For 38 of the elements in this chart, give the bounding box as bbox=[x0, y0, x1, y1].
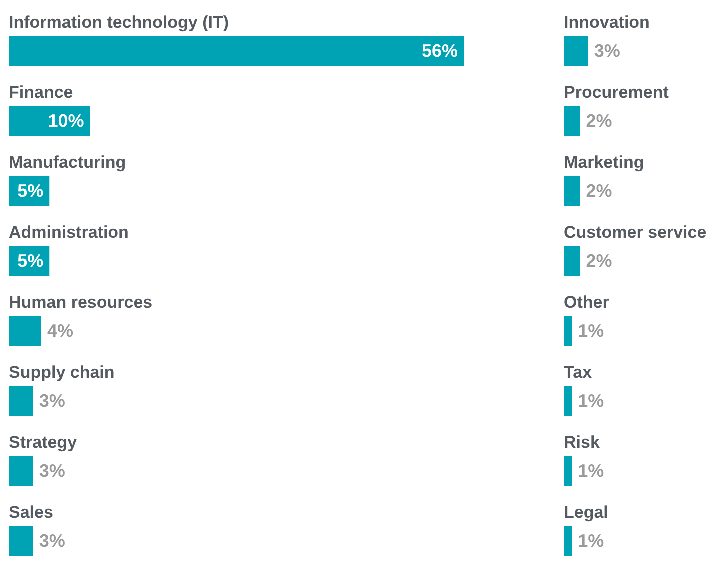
data-label: 2% bbox=[586, 111, 612, 131]
y-tick-label: Finance bbox=[9, 83, 74, 102]
data-label: 4% bbox=[48, 321, 74, 341]
bar bbox=[9, 36, 464, 66]
data-label: 1% bbox=[578, 391, 604, 411]
y-tick-label: Customer service bbox=[564, 223, 707, 242]
data-label: 3% bbox=[39, 391, 66, 411]
y-tick-label: Information technology (IT) bbox=[9, 13, 230, 32]
data-label: 5% bbox=[18, 181, 44, 201]
data-label: 1% bbox=[578, 321, 604, 341]
bar bbox=[9, 526, 34, 556]
y-tick-label: Sales bbox=[9, 503, 54, 522]
y-tick-label: Risk bbox=[564, 433, 600, 452]
y-tick-label: Tax bbox=[564, 363, 593, 382]
y-tick-label: Innovation bbox=[564, 13, 650, 32]
data-label: 3% bbox=[594, 41, 620, 61]
data-label: 1% bbox=[578, 461, 604, 481]
data-label: 56% bbox=[422, 41, 458, 61]
y-tick-label: Legal bbox=[564, 503, 608, 522]
y-tick-label: Strategy bbox=[9, 433, 78, 452]
y-tick-label: Marketing bbox=[564, 153, 644, 172]
data-label: 10% bbox=[48, 111, 84, 131]
y-tick-label: Procurement bbox=[564, 83, 670, 102]
data-label: 2% bbox=[586, 181, 612, 201]
bar bbox=[9, 456, 34, 486]
y-tick-label: Manufacturing bbox=[9, 153, 126, 172]
bar bbox=[9, 106, 90, 136]
y-tick-label: Other bbox=[564, 293, 610, 312]
y-tick-label: Administration bbox=[9, 223, 129, 242]
bar bbox=[9, 316, 42, 346]
data-label: 3% bbox=[39, 461, 66, 481]
y-tick-label: Supply chain bbox=[9, 363, 115, 382]
bar bbox=[9, 386, 34, 416]
data-label: 1% bbox=[578, 531, 604, 551]
data-label: 3% bbox=[39, 531, 66, 551]
data-label: 5% bbox=[18, 251, 44, 271]
y-tick-label: Human resources bbox=[9, 293, 153, 312]
data-label: 2% bbox=[586, 251, 612, 271]
